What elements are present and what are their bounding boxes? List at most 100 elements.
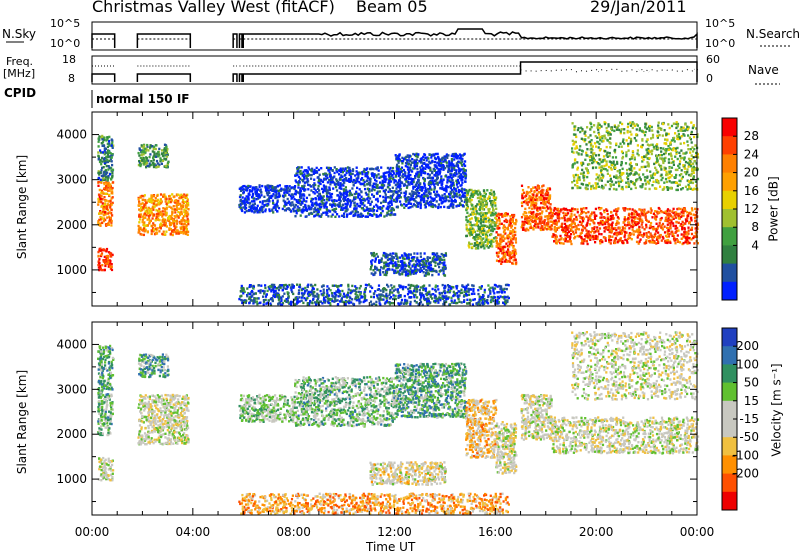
data-pixel-power [103, 268, 106, 272]
data-pixel-power [447, 164, 451, 168]
data-pixel-power [368, 190, 371, 193]
data-pixel-power [535, 217, 538, 221]
data-pixel-power [148, 210, 151, 213]
data-pixel-power [619, 237, 622, 240]
data-pixel-power [339, 176, 342, 179]
data-pixel-power [290, 193, 293, 196]
data-pixel-power [455, 179, 458, 182]
data-pixel-power [393, 213, 396, 216]
data-pixel-power [555, 238, 558, 241]
data-pixel-power [586, 223, 589, 226]
data-pixel-power [109, 187, 112, 190]
data-pixel-power [366, 187, 369, 190]
data-pixel-power [166, 153, 169, 157]
data-pixel-power [339, 170, 342, 174]
data-pixel-power [168, 228, 171, 231]
data-pixel-power [549, 203, 552, 206]
data-pixel-power [100, 169, 103, 172]
data-pixel-power [403, 191, 406, 195]
data-pixel-power [104, 211, 107, 214]
data-pixel-power [528, 215, 532, 218]
data-pixel-power [592, 237, 595, 240]
data-pixel-power [336, 203, 339, 206]
data-pixel-power [464, 174, 467, 178]
data-pixel-power [511, 234, 514, 238]
data-pixel-power [280, 189, 283, 192]
data-pixel-power [296, 169, 299, 172]
data-pixel-power [573, 222, 576, 225]
data-pixel-power [174, 201, 177, 204]
data-pixel-power [628, 223, 631, 226]
data-pixel-power [159, 210, 162, 214]
data-pixel-power [503, 302, 506, 306]
data-pixel-power [443, 193, 446, 196]
data-pixel-power [442, 178, 445, 181]
data-pixel-power [672, 207, 675, 211]
data-pixel-power [453, 195, 456, 199]
data-pixel-power [452, 203, 455, 206]
data-pixel-power [305, 196, 308, 200]
data-pixel-power [420, 185, 424, 189]
data-pixel-power [155, 155, 158, 158]
data-pixel-power [623, 235, 626, 238]
data-pixel-power [104, 151, 107, 154]
data-pixel-power [97, 266, 100, 269]
data-pixel-power [548, 188, 552, 191]
data-pixel-power [150, 145, 154, 148]
data-pixel-power [525, 190, 528, 194]
data-pixel-power [679, 207, 682, 211]
data-pixel-power [500, 262, 503, 265]
data-pixel-power [466, 194, 469, 197]
data-pixel-power [537, 186, 540, 189]
data-pixel-power [465, 218, 468, 222]
data-pixel-power [308, 184, 311, 187]
data-pixel-power [595, 214, 598, 217]
data-pixel-power [651, 240, 654, 244]
data-pixel-power [486, 242, 489, 245]
data-pixel-power [664, 241, 667, 244]
data-pixel-power [615, 229, 618, 232]
data-pixel-power [395, 190, 398, 193]
nsearch-label: N.Search [746, 27, 800, 41]
data-pixel-power [658, 234, 661, 237]
data-pixel-power [348, 167, 351, 170]
data-pixel-power [665, 212, 668, 215]
data-pixel-power [367, 193, 370, 196]
data-pixel-power [97, 170, 100, 173]
data-pixel-power [483, 195, 487, 198]
data-pixel-power [477, 247, 480, 250]
data-pixel-power [541, 210, 544, 213]
data-pixel-power [108, 193, 111, 197]
data-pixel-power [165, 155, 169, 158]
data-pixel-power [329, 167, 332, 170]
data-pixel-power [106, 171, 109, 174]
data-pixel-power [143, 221, 146, 224]
data-pixel-power [265, 188, 269, 191]
data-pixel-power [496, 254, 499, 257]
data-pixel-power [137, 228, 140, 231]
data-pixel-power [645, 232, 648, 235]
data-pixel-power [251, 299, 254, 302]
data-pixel-power [503, 212, 506, 216]
data-pixel-power [180, 210, 183, 214]
data-pixel-power [444, 187, 447, 190]
data-pixel-power [320, 206, 323, 209]
data-pixel-power [504, 218, 507, 221]
data-pixel-power [416, 189, 419, 193]
data-pixel-power [313, 182, 316, 185]
data-pixel-power [374, 198, 378, 201]
data-pixel-power [112, 144, 115, 147]
data-pixel-power [386, 283, 389, 287]
data-pixel-power [508, 224, 511, 227]
data-pixel-power [455, 205, 458, 208]
data-pixel-power [629, 236, 632, 239]
data-pixel-power [622, 207, 625, 210]
data-pixel-power [283, 209, 287, 212]
data-pixel-power [479, 195, 482, 198]
data-pixel-power [249, 185, 252, 188]
data-pixel-power [448, 162, 451, 165]
data-pixel-power [372, 167, 375, 171]
data-pixel-power [357, 196, 360, 199]
data-pixel-power [551, 211, 554, 215]
data-pixel-power [278, 184, 281, 187]
